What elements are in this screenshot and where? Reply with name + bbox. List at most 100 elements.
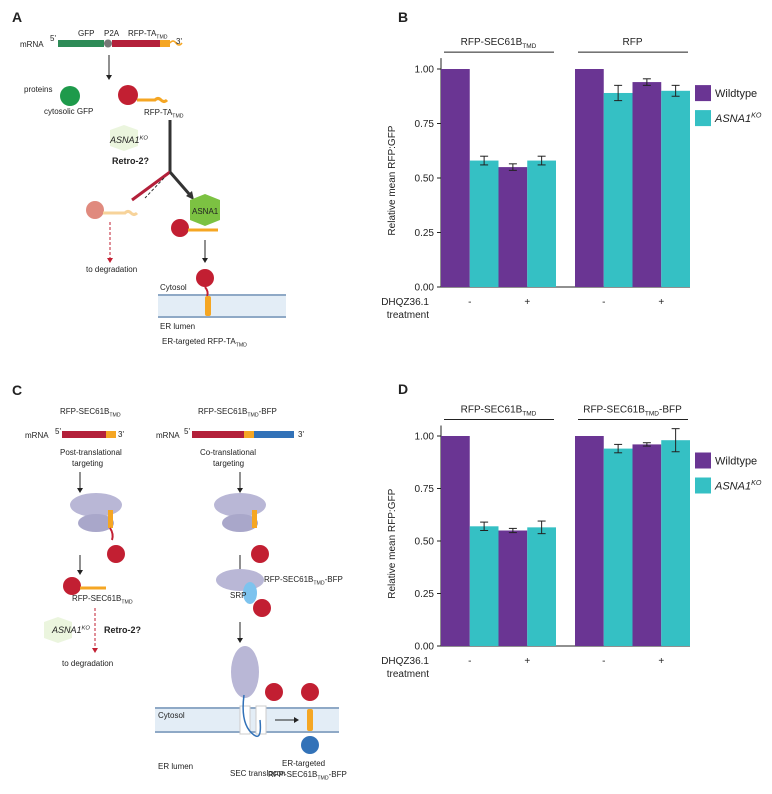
- x-tick-label: -: [468, 656, 471, 667]
- diagram-label: to degradation: [86, 265, 137, 274]
- diagram-label: Retro-2?: [112, 156, 149, 166]
- legend-label: ASNA1KO: [714, 479, 762, 492]
- diagram-c-shapes: [44, 431, 339, 754]
- diagram-label-part: TMD: [317, 775, 328, 781]
- diagram-label: RFP-SEC61BTMD-BFP: [198, 407, 277, 418]
- diagram-label: Cytosol: [158, 711, 185, 720]
- group-label: RFP-SEC61BTMD-BFP: [583, 405, 682, 418]
- x-tick-label: +: [524, 656, 530, 667]
- x-axis-label: DHQZ36.1: [381, 297, 429, 308]
- diagram-label-part: TMD: [109, 412, 120, 418]
- error-bar: [537, 520, 546, 535]
- diagram-label-part: Retro-2?: [112, 156, 149, 166]
- bar: [603, 448, 633, 646]
- x-axis-label: treatment: [387, 669, 429, 680]
- error-bar: [480, 521, 489, 531]
- diagram-label-part: TMD: [172, 113, 183, 119]
- y-tick-label: 0.00: [415, 642, 435, 653]
- x-tick-label: -: [468, 297, 471, 308]
- diagram-label-part: targeting: [213, 459, 244, 468]
- diagram-label: P2A: [104, 29, 120, 38]
- diagram-label-part: Retro-2?: [104, 625, 141, 635]
- diagram-label-part: -BFP: [329, 770, 347, 779]
- error-bar: [508, 163, 517, 171]
- diagram-a-shapes: [58, 39, 286, 318]
- bar: [661, 90, 690, 287]
- y-tick-label: 0.25: [415, 589, 435, 600]
- diagram-label: ASNA1KO: [51, 625, 90, 635]
- diagram-label: SEC translocon: [230, 769, 286, 778]
- group-label: RFP-SEC61BTMD: [461, 37, 537, 50]
- y-axis-label: Relative mean RFP:GFP: [387, 125, 398, 235]
- diagram-label: ER lumen: [160, 322, 195, 331]
- bar: [661, 440, 690, 646]
- group-label: RFP-SEC61BTMD: [461, 405, 537, 418]
- diagram-label-part: 5': [50, 34, 56, 43]
- diagram-label: RFP-SEC61BTMD: [72, 594, 133, 605]
- diagram-label-part: ER-targeted RFP-TA: [162, 337, 236, 346]
- legend-swatch: [695, 452, 711, 469]
- diagram-label-part: targeting: [72, 459, 103, 468]
- y-tick-label: 0.50: [415, 174, 435, 185]
- x-tick-label: +: [658, 656, 664, 667]
- diagram-label-part: TMD: [236, 342, 247, 348]
- diagram-label-part: -BFP: [325, 575, 343, 584]
- diagram-label-part: GFP: [78, 29, 94, 38]
- diagram-label: to degradation: [62, 659, 113, 668]
- diagram-label-part: RFP-SEC61B: [72, 594, 121, 603]
- diagram-label-part: 5': [55, 427, 61, 436]
- error-bar: [671, 84, 680, 97]
- diagram-label: ASNA1KO: [109, 135, 148, 145]
- diagram-label-part: to degradation: [86, 265, 137, 274]
- diagram-label-part: RFP-SEC61B: [198, 407, 247, 416]
- diagram-label: proteins: [24, 85, 52, 94]
- diagram-label-part: ER lumen: [158, 762, 193, 771]
- bar: [527, 160, 556, 287]
- diagram-label-part: ER lumen: [160, 322, 195, 331]
- diagram-label: ASNA1: [192, 207, 219, 216]
- bar: [498, 530, 528, 646]
- legend-swatch: [695, 85, 711, 102]
- legend-label-part: ASNA1: [714, 481, 751, 493]
- bar: [575, 69, 604, 287]
- diagram-label-part: RFP-SEC61B: [264, 575, 313, 584]
- legend-label-part: KO: [751, 479, 762, 487]
- diagram-label-part: ASNA1: [192, 207, 219, 216]
- diagram-label-part: -BFP: [259, 407, 277, 416]
- group-label-part: TMD: [522, 43, 536, 50]
- panel-letter: C: [12, 382, 22, 398]
- diagram-label: 3': [118, 430, 124, 439]
- diagram-label-part: ASNA1: [51, 625, 82, 635]
- y-tick-label: 1.00: [415, 432, 435, 443]
- diagram-label-part: mRNA: [156, 431, 180, 440]
- error-bar: [671, 428, 680, 453]
- group-label-part: RFP-SEC61B: [583, 405, 645, 416]
- diagram-label-part: ER-targeted: [282, 759, 325, 768]
- diagram-label-part: KO: [82, 625, 91, 631]
- diagram-label: Post-translational: [60, 448, 122, 457]
- diagram-label: Co-translational: [200, 448, 256, 457]
- diagram-label: 5': [50, 34, 56, 43]
- legend-swatch: [695, 110, 711, 127]
- diagram-label-part: KO: [140, 135, 149, 141]
- diagram-label-part: 3': [298, 430, 304, 439]
- diagram-label-part: mRNA: [20, 40, 44, 49]
- y-tick-label: 0.50: [415, 537, 435, 548]
- diagram-label-part: Cytosol: [158, 711, 185, 720]
- diagram-label: RFP-SEC61BTMD-BFP: [264, 575, 343, 586]
- group-label-part: TMD: [645, 411, 659, 418]
- diagram-label-part: Cytosol: [160, 283, 187, 292]
- group-label-part: -BFP: [659, 405, 682, 416]
- diagram-label-part: to degradation: [62, 659, 113, 668]
- y-tick-label: 1.00: [415, 65, 435, 76]
- diagram-label: 3': [176, 37, 182, 46]
- y-tick-label: 0.75: [415, 119, 435, 130]
- diagram-label: targeting: [213, 459, 244, 468]
- group-label-part: RFP-SEC61B: [461, 405, 523, 416]
- diagram-label-part: TMD: [313, 580, 324, 586]
- bar: [603, 92, 633, 287]
- diagram-label-part: RFP-SEC61B: [268, 770, 317, 779]
- diagram-label-part: SRP: [230, 591, 246, 600]
- bar: [632, 82, 662, 287]
